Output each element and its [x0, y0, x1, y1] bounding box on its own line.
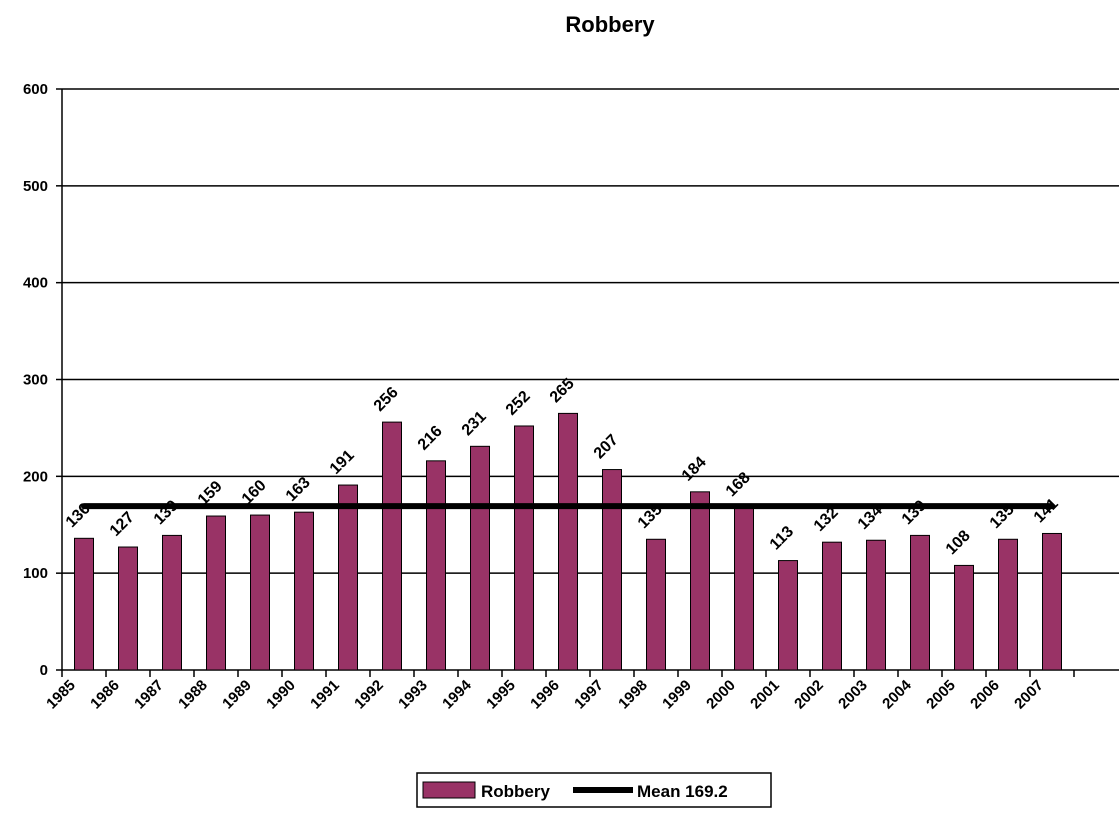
- y-tick-label-500: 500: [23, 178, 48, 195]
- bar-1994: [471, 446, 490, 670]
- data-label-1991: 191: [327, 447, 358, 478]
- x-tick-label-1991: 1991: [307, 677, 343, 713]
- bar-2007: [1043, 533, 1062, 670]
- y-tick-label-600: 600: [23, 81, 48, 98]
- data-label-2000: 168: [723, 469, 754, 500]
- x-tick-label-2001: 2001: [747, 677, 783, 713]
- legend-label-robbery: Robbery: [481, 782, 551, 801]
- x-tick-label-2007: 2007: [1011, 677, 1047, 713]
- x-tick-label-1988: 1988: [175, 677, 211, 713]
- chart-title: Robbery: [565, 12, 655, 37]
- x-tick-label-2000: 2000: [703, 677, 739, 713]
- data-label-2004: 139: [899, 497, 930, 528]
- x-tick-label-1994: 1994: [439, 676, 475, 712]
- data-label-1987: 139: [151, 497, 182, 528]
- bar-1997: [603, 470, 622, 670]
- legend: Robbery Mean 169.2: [417, 773, 771, 807]
- bar-1995: [515, 426, 534, 670]
- bar-1999: [691, 492, 710, 670]
- bar-2004: [911, 535, 930, 670]
- bar-2002: [823, 542, 842, 670]
- legend-swatch-robbery: [423, 782, 475, 798]
- x-tick-label-2004: 2004: [879, 676, 915, 712]
- x-tick-label-1987: 1987: [131, 677, 167, 713]
- data-label-1992: 256: [371, 384, 402, 415]
- data-label-1990: 163: [283, 474, 314, 505]
- x-tick-label-1985: 1985: [43, 677, 79, 713]
- x-axis: 1985 1986 1987 1988 1989 1990 1991 1992 1993 1994…: [43, 670, 1119, 712]
- data-label-1993: 216: [415, 423, 446, 454]
- bar-1992: [383, 422, 402, 670]
- x-tick-label-2006: 2006: [967, 677, 1003, 713]
- bar-2003: [867, 540, 886, 670]
- y-tick-label-300: 300: [23, 372, 48, 389]
- data-label-1986: 127: [107, 509, 138, 540]
- bar-1986: [119, 547, 138, 670]
- data-label-1997: 207: [591, 431, 622, 462]
- bar-1989: [251, 515, 270, 670]
- bar-2001: [779, 561, 798, 670]
- data-label-2001: 113: [767, 523, 797, 553]
- bar-1988: [207, 516, 226, 670]
- y-tick-label-200: 200: [23, 468, 48, 485]
- data-label-1994: 231: [459, 408, 490, 439]
- bar-2000: [735, 507, 754, 670]
- bar-1985: [75, 538, 94, 670]
- bar-1993: [427, 461, 446, 670]
- x-tick-label-1989: 1989: [219, 677, 255, 713]
- bar-1990: [295, 512, 314, 670]
- x-tick-label-1997: 1997: [571, 677, 607, 713]
- x-tick-label-1998: 1998: [615, 677, 651, 713]
- x-tick-label-2002: 2002: [791, 677, 827, 713]
- x-tick-label-1992: 1992: [351, 677, 387, 713]
- data-label-1999: 184: [679, 454, 710, 485]
- bar-2005: [955, 565, 974, 670]
- bar-1991: [339, 485, 358, 670]
- data-label-2005: 108: [943, 527, 974, 558]
- x-tick-label-2003: 2003: [835, 677, 871, 713]
- legend-label-mean: Mean 169.2: [637, 782, 728, 801]
- x-tick-label-1990: 1990: [263, 677, 299, 713]
- x-tick-label-1995: 1995: [483, 677, 519, 713]
- gridlines: [62, 89, 1119, 573]
- y-tick-label-100: 100: [23, 565, 48, 582]
- data-label-1995: 252: [503, 388, 534, 419]
- bar-1987: [163, 535, 182, 670]
- x-tick-label-1999: 1999: [659, 677, 695, 713]
- bars: [75, 413, 1062, 670]
- x-tick-label-2005: 2005: [923, 677, 959, 713]
- y-tick-label-0: 0: [40, 662, 48, 679]
- y-tick-label-400: 400: [23, 275, 48, 292]
- x-tick-label-1986: 1986: [87, 677, 123, 713]
- y-axis: 0 100 200 300 400 500 600: [23, 81, 62, 679]
- bar-2006: [999, 539, 1018, 670]
- bar-1996: [559, 413, 578, 670]
- x-tick-label-1996: 1996: [527, 677, 563, 713]
- bar-1998: [647, 539, 666, 670]
- x-tick-label-1993: 1993: [395, 677, 431, 713]
- data-label-2007: 141: [1031, 495, 1062, 526]
